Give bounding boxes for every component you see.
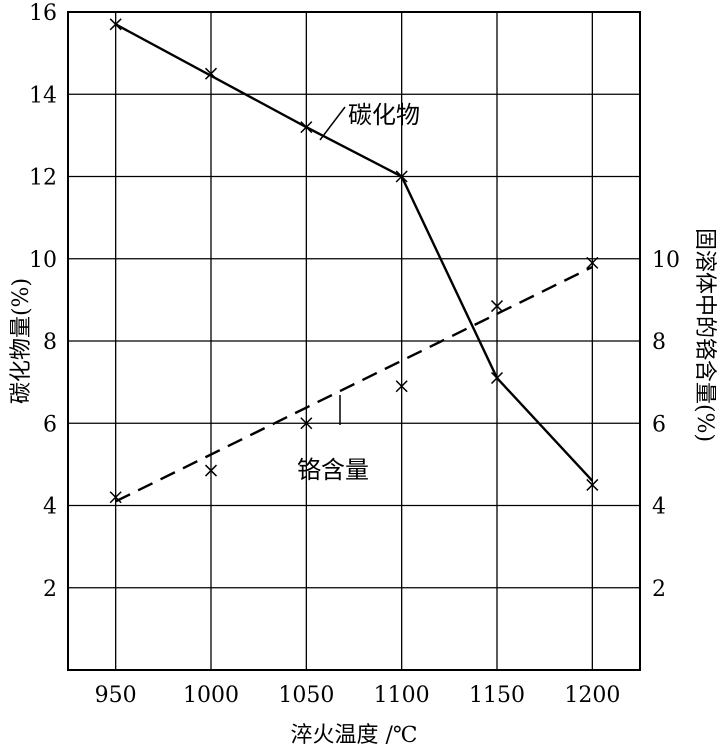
y-right-tick-label: 2 bbox=[652, 577, 666, 602]
x-tick-label: 1050 bbox=[278, 683, 334, 708]
annotation-leader-carbide bbox=[319, 106, 346, 141]
y-left-tick-label: 10 bbox=[29, 248, 57, 273]
series-line-0 bbox=[115, 23, 594, 482]
y-right-tick-label: 4 bbox=[652, 495, 666, 520]
y-left-tick-label: 16 bbox=[29, 1, 57, 26]
data-point-marker bbox=[395, 380, 408, 393]
y-left-tick-label: 4 bbox=[43, 495, 57, 520]
x-tick-label: 1000 bbox=[183, 683, 239, 708]
annotation-carbide: 碳化物 bbox=[348, 101, 420, 129]
y-axis-title-left: 碳化物量(%) bbox=[9, 278, 34, 404]
y-left-tick-label: 14 bbox=[29, 83, 57, 108]
grid-lines bbox=[68, 12, 640, 670]
data-point-marker bbox=[300, 121, 313, 134]
data-point-marker bbox=[109, 18, 122, 31]
x-axis-title: 淬火温度 /℃ bbox=[290, 723, 417, 748]
x-tick-label: 1150 bbox=[469, 683, 525, 708]
y-right-tick-label: 8 bbox=[652, 330, 666, 355]
x-tick-label: 1200 bbox=[564, 683, 620, 708]
y-left-tick-label: 2 bbox=[43, 577, 57, 602]
y-left-tick-label: 12 bbox=[29, 166, 57, 191]
data-point-marker bbox=[204, 67, 218, 80]
data-point-marker bbox=[586, 478, 599, 491]
data-point-marker bbox=[300, 417, 313, 430]
plot-frame bbox=[67, 11, 641, 671]
annotation-chromium: 铬含量 bbox=[297, 456, 369, 484]
data-point-marker bbox=[490, 371, 504, 385]
x-tick-label: 950 bbox=[95, 683, 137, 708]
tick-labels: 950 1000 1050 1100 1150 1200 2 4 6 8 10 12 14 16 2 4 6 8 1… bbox=[29, 1, 680, 708]
y-left-tick-label: 8 bbox=[43, 330, 57, 355]
x-tick-label: 1100 bbox=[374, 683, 430, 708]
series-layer bbox=[109, 18, 599, 504]
y-left-tick-label: 6 bbox=[43, 412, 57, 437]
y-axis-title-right: 固溶体中的铬含量(%) bbox=[692, 228, 717, 442]
data-point-marker bbox=[109, 491, 122, 504]
data-point-marker bbox=[395, 170, 408, 183]
data-point-marker bbox=[204, 464, 218, 477]
data-point-marker bbox=[586, 256, 599, 269]
y-right-tick-label: 6 bbox=[652, 412, 666, 437]
y-right-tick-label: 10 bbox=[652, 248, 680, 273]
series-line-1 bbox=[115, 265, 593, 503]
data-point-marker bbox=[490, 300, 504, 313]
